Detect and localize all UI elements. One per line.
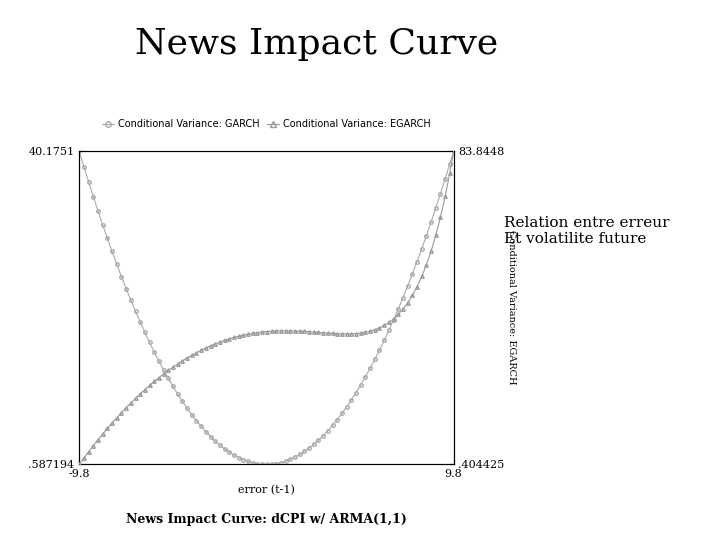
Text: News Impact Curve: News Impact Curve	[135, 27, 498, 61]
Legend: Conditional Variance: GARCH, Conditional Variance: EGARCH: Conditional Variance: GARCH, Conditional…	[99, 116, 434, 133]
Text: News Impact Curve: dCPI w/ ARMA(1,1): News Impact Curve: dCPI w/ ARMA(1,1)	[126, 513, 407, 526]
Y-axis label: Conditional Variance: EGARCH: Conditional Variance: EGARCH	[507, 231, 516, 385]
X-axis label: error (t-1): error (t-1)	[238, 485, 294, 495]
Text: Relation entre erreur
Et volatilite future: Relation entre erreur Et volatilite futu…	[504, 216, 670, 246]
